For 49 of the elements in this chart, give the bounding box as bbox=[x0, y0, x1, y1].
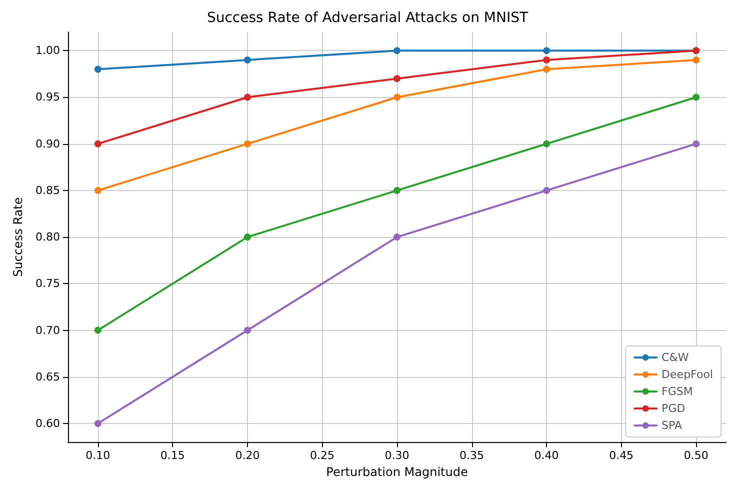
x-tick-label: 0.40 bbox=[534, 449, 559, 462]
x-tick-label: 0.35 bbox=[460, 449, 484, 462]
x-tick-label: 0.25 bbox=[310, 449, 334, 462]
point bbox=[244, 326, 251, 334]
y-tick-label: 0.70 bbox=[36, 324, 60, 337]
x-tick-label: 0.10 bbox=[86, 449, 110, 462]
y-tick-label: 1.00 bbox=[36, 44, 60, 58]
point bbox=[94, 420, 102, 427]
point bbox=[692, 56, 700, 64]
point bbox=[394, 75, 400, 82]
point bbox=[543, 56, 550, 64]
legend-label: PGD bbox=[662, 402, 686, 415]
y-tick-label: 0.60 bbox=[36, 416, 60, 430]
chart-title: Success Rate of Adversarial Attacks on MNIST bbox=[206, 10, 528, 26]
point bbox=[394, 234, 400, 241]
legend-label: SPA bbox=[662, 419, 682, 432]
x-tick-label: 0.30 bbox=[384, 449, 410, 462]
point bbox=[543, 66, 550, 73]
point bbox=[543, 140, 550, 148]
y-tick-label: 0.90 bbox=[36, 137, 60, 150]
point bbox=[94, 140, 102, 148]
x-tick-label: 0.20 bbox=[235, 449, 260, 462]
legend-label: DeepFool bbox=[662, 368, 714, 381]
point bbox=[543, 47, 550, 54]
point bbox=[394, 186, 400, 194]
point bbox=[244, 234, 251, 241]
point bbox=[692, 140, 700, 148]
point bbox=[94, 326, 102, 334]
point bbox=[244, 56, 251, 64]
point bbox=[543, 186, 550, 194]
point bbox=[394, 47, 400, 54]
point bbox=[244, 140, 251, 148]
legend-label: C&W bbox=[662, 351, 689, 364]
y-tick-label: 0.85 bbox=[36, 184, 60, 197]
x-axis-title: Perturbation Magnitude bbox=[326, 465, 468, 479]
x-tick-label: 0.15 bbox=[160, 449, 185, 462]
point bbox=[394, 94, 400, 101]
legend-label: FGSM bbox=[662, 385, 693, 398]
point bbox=[692, 94, 700, 101]
point bbox=[244, 94, 251, 101]
x-tick-label: 0.45 bbox=[609, 449, 634, 462]
y-axis-title: Success Rate bbox=[11, 197, 25, 277]
y-tick-label: 0.95 bbox=[36, 90, 60, 104]
y-tick-label: 0.80 bbox=[36, 230, 60, 244]
point bbox=[94, 186, 102, 194]
point bbox=[94, 66, 102, 73]
y-tick-label: 0.65 bbox=[36, 370, 60, 384]
y-tick-label: 0.75 bbox=[36, 277, 60, 290]
x-tick-label: 0.50 bbox=[684, 449, 708, 462]
